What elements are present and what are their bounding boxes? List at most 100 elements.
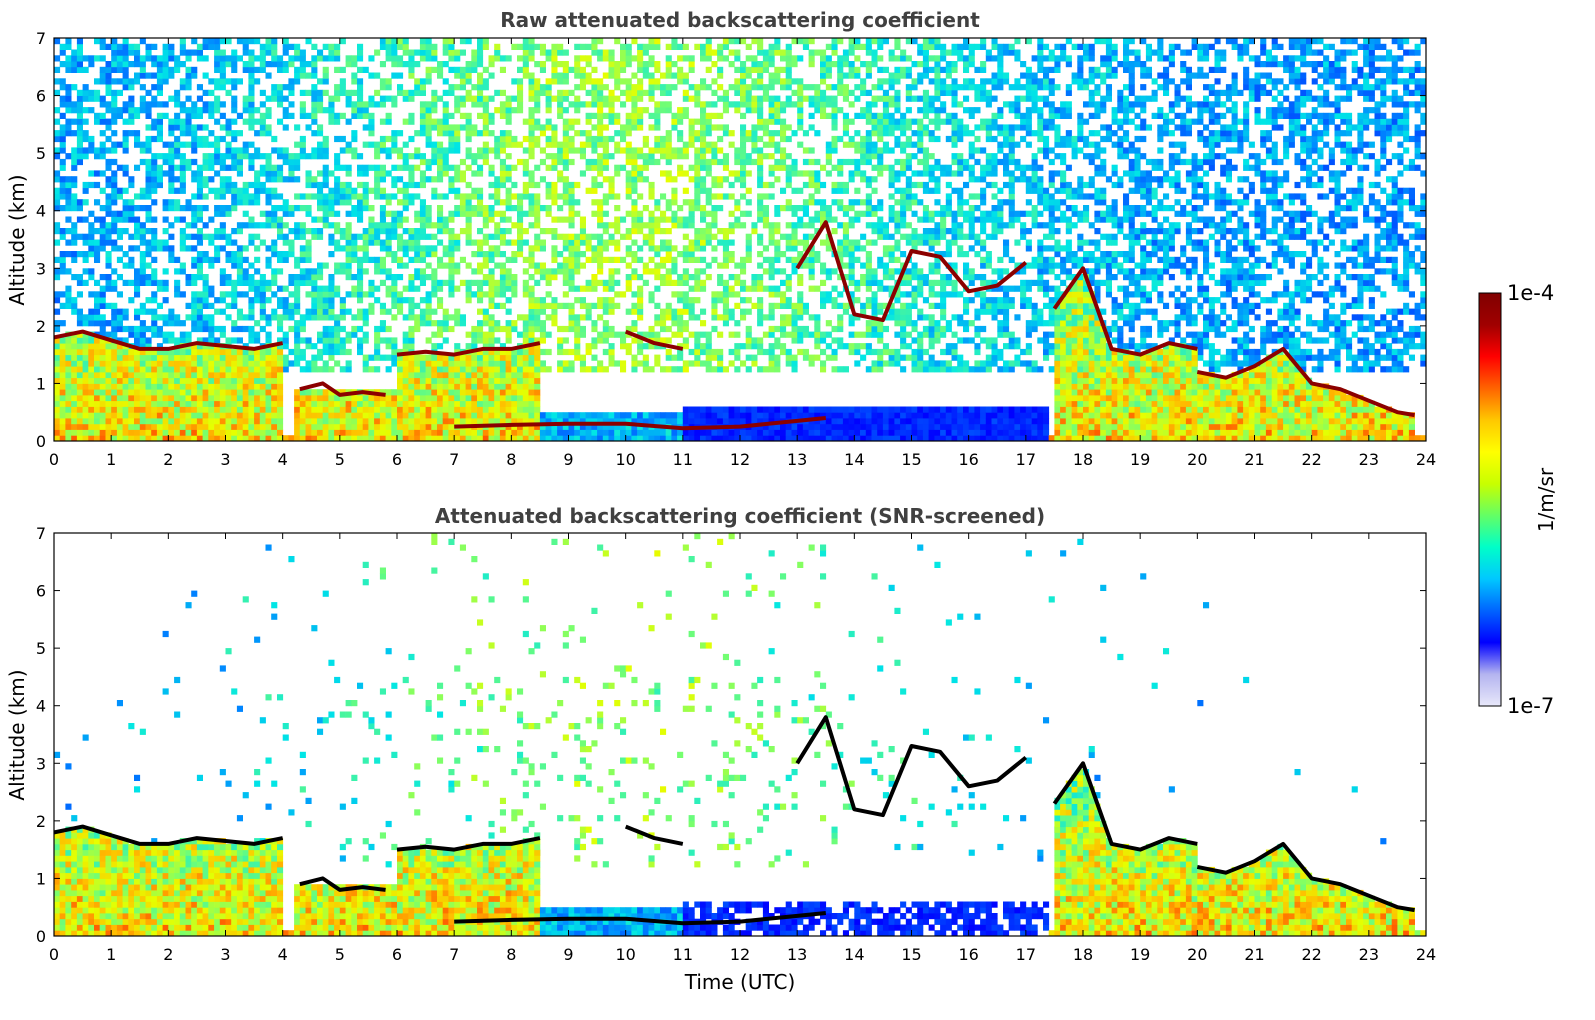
- colorbar-max-label: 1e-4: [1507, 281, 1554, 305]
- y-axis-label: Altitude (km): [5, 669, 29, 800]
- x-tick-label: 20: [1187, 450, 1207, 469]
- x-tick-label: 13: [787, 450, 807, 469]
- cloud-layer-line: [795, 715, 1028, 818]
- colorbar: 1e-4 1e-7 1/m/sr: [1478, 281, 1558, 718]
- backscatter-field: [54, 533, 1426, 936]
- x-tick-label: 19: [1130, 450, 1150, 469]
- y-tick-label: 6: [36, 582, 46, 601]
- y-tick-label: 5: [36, 639, 46, 658]
- cloud-layer-line: [1196, 346, 1415, 418]
- x-tick-label: 14: [844, 945, 864, 964]
- raw-backscatter-panel: Raw attenuated backscattering coefficien…: [5, 8, 1436, 469]
- x-tick-label: 7: [449, 945, 459, 964]
- y-axis: 0 1 2 3 4 5 6 7: [36, 524, 1426, 946]
- x-tick-label: 12: [730, 450, 750, 469]
- x-tick-label: 24: [1416, 945, 1436, 964]
- x-tick-label: 5: [335, 450, 345, 469]
- x-tick-label: 18: [1073, 945, 1093, 964]
- x-tick-label: 20: [1187, 945, 1207, 964]
- x-tick-label: 10: [615, 945, 635, 964]
- y-tick-label: 7: [36, 524, 46, 543]
- y-tick-label: 6: [36, 87, 46, 106]
- x-tick-label: 22: [1301, 450, 1321, 469]
- y-tick-label: 3: [36, 259, 46, 278]
- backscatter-field: [54, 38, 1426, 441]
- x-tick-label: 9: [563, 945, 573, 964]
- x-axis: 0 1 2 3 4 5 6 7 8 9 10 11 12 13 14 15 16 17 18 19 20 21 22 23 24: [49, 533, 1436, 964]
- y-tick-label: 4: [36, 697, 46, 716]
- y-tick-label: 4: [36, 202, 46, 221]
- x-tick-label: 21: [1244, 450, 1264, 469]
- cloud-layer-line: [299, 381, 386, 397]
- x-tick-label: 12: [730, 945, 750, 964]
- x-tick-label: 23: [1359, 450, 1379, 469]
- x-tick-label: 4: [278, 945, 288, 964]
- cloud-layer-line: [396, 836, 541, 852]
- x-tick-label: 21: [1244, 945, 1264, 964]
- x-tick-label: 5: [335, 945, 345, 964]
- x-tick-label: 24: [1416, 450, 1436, 469]
- cloud-layer-line: [795, 220, 1028, 323]
- x-tick-label: 1: [106, 450, 116, 469]
- cloud-layer-line: [454, 416, 827, 431]
- cloud-layer-line: [299, 876, 386, 892]
- x-tick-label: 14: [844, 450, 864, 469]
- x-tick-label: 15: [901, 945, 921, 964]
- x-tick-label: 17: [1016, 450, 1036, 469]
- x-tick-label: 4: [278, 450, 288, 469]
- x-tick-label: 6: [392, 945, 402, 964]
- cloud-layer-line: [54, 824, 284, 846]
- x-tick-label: 15: [901, 450, 921, 469]
- y-tick-label: 1: [36, 374, 46, 393]
- y-tick-label: 3: [36, 754, 46, 773]
- colorbar-unit-label: 1/m/sr: [1534, 467, 1558, 532]
- x-tick-label: 9: [563, 450, 573, 469]
- y-axis-label: Altitude (km): [5, 174, 29, 305]
- x-tick-label: 19: [1130, 945, 1150, 964]
- snr-screened-panel: Attenuated backscattering coefficient (S…: [5, 504, 1436, 994]
- chart-title: Raw attenuated backscattering coefficien…: [500, 8, 980, 32]
- x-tick-label: 3: [220, 450, 230, 469]
- cloud-layer-line: [1052, 266, 1198, 357]
- x-tick-label: 0: [49, 945, 59, 964]
- x-tick-label: 16: [958, 450, 978, 469]
- y-axis: 0 1 2 3 4 5 6 7: [36, 29, 1426, 451]
- x-tick-label: 6: [392, 450, 402, 469]
- y-tick-label: 1: [36, 869, 46, 888]
- x-tick-label: 1: [106, 945, 116, 964]
- x-tick-label: 7: [449, 450, 459, 469]
- x-tick-label: 0: [49, 450, 59, 469]
- y-tick-label: 2: [36, 317, 46, 336]
- y-tick-label: 0: [36, 432, 46, 451]
- x-tick-label: 18: [1073, 450, 1093, 469]
- x-axis-label: Time (UTC): [684, 970, 796, 994]
- x-axis: 0 1 2 3 4 5 6 7 8 9 10 11 12 13 14 15 16 17 18 19 20 21 22 23 24: [49, 38, 1436, 469]
- x-tick-label: 2: [163, 945, 173, 964]
- x-tick-label: 13: [787, 945, 807, 964]
- colorbar-min-label: 1e-7: [1507, 694, 1554, 718]
- x-tick-label: 11: [673, 450, 693, 469]
- x-tick-label: 16: [958, 945, 978, 964]
- x-tick-label: 8: [506, 450, 516, 469]
- x-tick-label: 17: [1016, 945, 1036, 964]
- cloud-layer-line: [1052, 761, 1198, 852]
- colorbar-scale: [1478, 292, 1502, 707]
- cloud-layer-line: [1196, 841, 1415, 913]
- cloud-layer-line: [54, 329, 284, 351]
- x-tick-label: 8: [506, 945, 516, 964]
- x-tick-label: 22: [1301, 945, 1321, 964]
- cloud-layer-line: [454, 911, 827, 926]
- y-tick-label: 7: [36, 29, 46, 48]
- x-tick-label: 10: [615, 450, 635, 469]
- y-tick-label: 0: [36, 927, 46, 946]
- cloud-layer-line: [624, 824, 684, 846]
- x-tick-label: 3: [220, 945, 230, 964]
- x-tick-label: 11: [673, 945, 693, 964]
- x-tick-label: 2: [163, 450, 173, 469]
- x-tick-label: 23: [1359, 945, 1379, 964]
- cloud-layer-line: [624, 329, 684, 351]
- cloud-layer-line: [396, 341, 541, 357]
- chart-title: Attenuated backscattering coefficient (S…: [435, 504, 1045, 528]
- y-tick-label: 2: [36, 812, 46, 831]
